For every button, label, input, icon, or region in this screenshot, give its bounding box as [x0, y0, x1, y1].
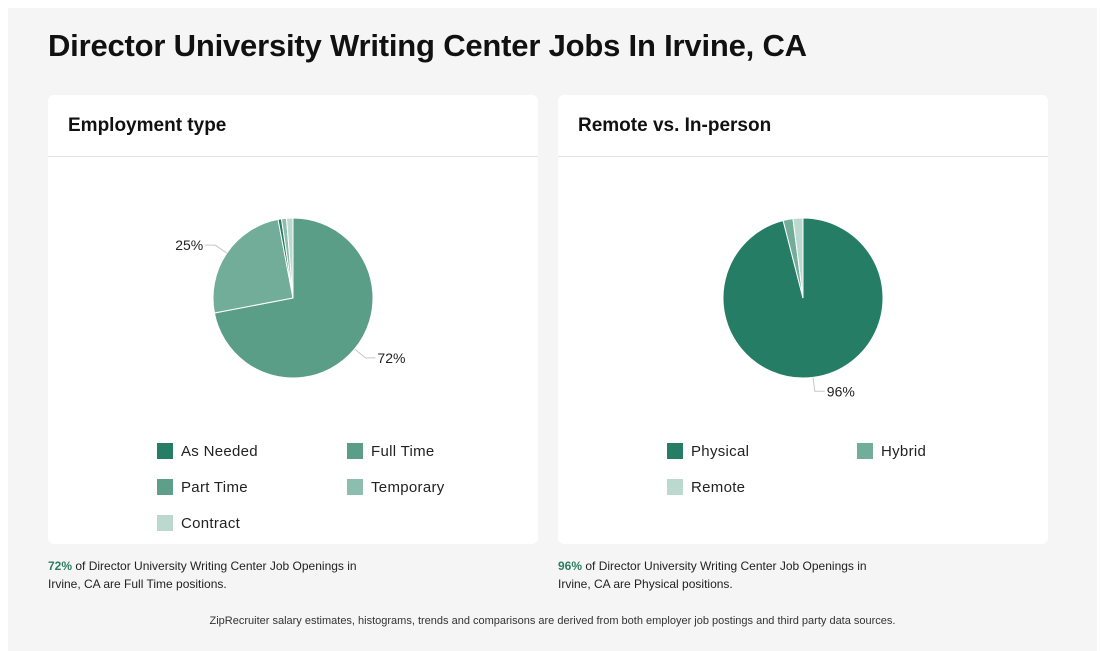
legend-label: Full Time	[371, 442, 435, 460]
pie-slice-part-time	[212, 218, 294, 314]
card-title: Employment type	[68, 115, 227, 136]
summary-percentage: 96%	[558, 559, 583, 573]
card-header: Employment type	[48, 95, 538, 157]
legend-item-as-needed: As Needed	[157, 441, 258, 461]
legend-item-physical: Physical	[667, 441, 749, 461]
page-title: Director University Writing Center Jobs …	[48, 28, 807, 63]
legend-label: Contract	[181, 514, 241, 532]
legend-label: As Needed	[181, 442, 258, 460]
legend-item-part-time: Part Time	[157, 477, 248, 497]
employment-type-summary: 72% of Director University Writing Cente…	[48, 557, 378, 593]
legend-item-full-time: Full Time	[347, 441, 435, 461]
employment-type-card: Employment type 72% 25% As Needed Full Tim…	[48, 95, 538, 544]
remote-summary: 96% of Director University Writing Cente…	[558, 557, 888, 593]
legend-swatch	[157, 515, 173, 531]
remote-vs-in-person-pie-chart: 96%	[722, 217, 884, 399]
legend-label: Physical	[691, 442, 750, 460]
legend-swatch	[157, 443, 173, 459]
pie-slice-label: 72%	[377, 350, 405, 366]
legend-item-contract: Contract	[157, 513, 240, 533]
card-title: Remote vs. In-person	[578, 115, 772, 136]
legend-swatch	[667, 479, 683, 495]
legend-item-temporary: Temporary	[347, 477, 445, 497]
page-frame: Director University Writing Center Jobs …	[8, 8, 1097, 651]
summary-text: of Director University Writing Center Jo…	[48, 559, 357, 591]
legend-item-hybrid: Hybrid	[857, 441, 926, 461]
summary-text: of Director University Writing Center Jo…	[558, 559, 867, 591]
legend-item-remote: Remote	[667, 477, 745, 497]
legend-label: Remote	[691, 478, 746, 496]
employment-type-pie-chart: 72% 25%	[175, 217, 405, 379]
pie-slice-remote	[792, 217, 804, 299]
card-header: Remote vs. In-person	[558, 95, 1048, 157]
remote-vs-in-person-card: Remote vs. In-person 96% Physical Hybrid R…	[558, 95, 1048, 544]
legend-swatch	[347, 443, 363, 459]
label-leader-line	[812, 377, 825, 392]
pie-slice-label: 25%	[175, 237, 203, 253]
legend-label: Temporary	[371, 478, 445, 496]
label-leader-line	[354, 348, 376, 359]
data-source-footnote: ZipRecruiter salary estimates, histogram…	[209, 615, 896, 627]
label-leader-line	[205, 244, 228, 254]
legend-swatch	[157, 479, 173, 495]
legend-swatch	[667, 443, 683, 459]
legend-label: Hybrid	[881, 442, 927, 460]
legend-swatch	[347, 479, 363, 495]
pie-slice-full-time	[213, 217, 374, 379]
pie-slice-contract	[285, 217, 294, 299]
summary-percentage: 72%	[48, 559, 73, 573]
pie-slice-label: 96%	[827, 383, 855, 399]
legend-label: Part Time	[181, 478, 248, 496]
legend-swatch	[857, 443, 873, 459]
